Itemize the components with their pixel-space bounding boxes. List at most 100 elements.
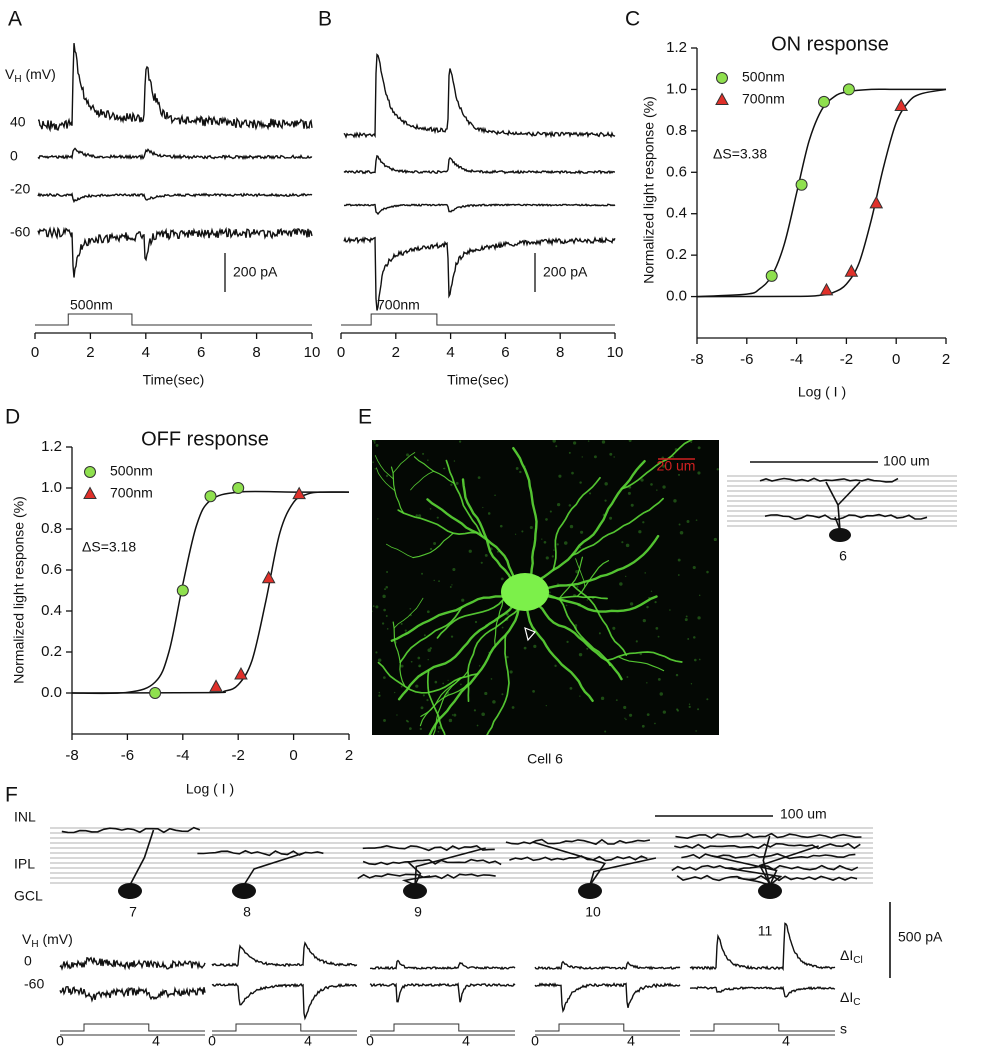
marker bbox=[232, 482, 245, 494]
speck bbox=[480, 561, 483, 564]
x-tick-label: 4 bbox=[446, 344, 454, 361]
speck bbox=[500, 577, 504, 581]
speck bbox=[459, 683, 462, 686]
speck bbox=[545, 556, 549, 560]
speck bbox=[415, 684, 419, 688]
speck bbox=[396, 714, 398, 716]
current-trace bbox=[38, 43, 313, 133]
speck bbox=[687, 638, 690, 640]
annotation: ΔS=3.38 bbox=[713, 146, 767, 162]
x-tick-label: 8 bbox=[252, 344, 260, 361]
speck bbox=[422, 452, 425, 455]
x-tick-label: 4 bbox=[627, 1033, 635, 1049]
speck bbox=[624, 717, 626, 719]
speck bbox=[484, 553, 488, 557]
cell-label: 11 bbox=[758, 923, 773, 939]
speck bbox=[429, 547, 433, 551]
dendrite bbox=[552, 476, 601, 571]
marker bbox=[819, 282, 834, 296]
dendrite-trace bbox=[243, 852, 305, 886]
marker bbox=[149, 687, 162, 699]
x-tick-label: 0 bbox=[208, 1033, 216, 1049]
speck bbox=[385, 585, 389, 589]
speck bbox=[409, 607, 412, 610]
speck bbox=[677, 473, 681, 476]
speck bbox=[669, 609, 671, 611]
speck bbox=[384, 588, 387, 591]
dendrite-trace bbox=[675, 832, 862, 840]
x-tick-label: 4 bbox=[142, 344, 150, 361]
speck bbox=[638, 530, 642, 534]
speck bbox=[553, 549, 555, 551]
speck bbox=[650, 483, 653, 486]
dendrite-trace bbox=[407, 861, 422, 886]
speck bbox=[378, 694, 381, 697]
vh-unit: (mV) bbox=[39, 931, 73, 947]
speck bbox=[627, 491, 631, 495]
speck bbox=[410, 660, 413, 663]
speck bbox=[619, 582, 623, 586]
stimulus bbox=[212, 1023, 357, 1032]
speck bbox=[461, 598, 465, 602]
soma bbox=[501, 573, 549, 611]
stimulus bbox=[535, 1023, 680, 1032]
speck bbox=[487, 512, 491, 515]
current-trace bbox=[689, 985, 836, 998]
speck bbox=[677, 574, 680, 576]
dendrite bbox=[419, 682, 469, 727]
vh-sub: H bbox=[31, 939, 38, 950]
dendrite bbox=[571, 583, 628, 656]
dendrite bbox=[410, 470, 435, 491]
x-tick-label: 0 bbox=[56, 1033, 64, 1049]
marker bbox=[765, 269, 778, 282]
holding-value: -60 bbox=[10, 224, 30, 240]
current-sub: C bbox=[853, 997, 860, 1008]
soma bbox=[578, 883, 602, 899]
speck bbox=[434, 680, 438, 684]
speck bbox=[372, 461, 374, 463]
y-tick-label: 1.0 bbox=[666, 80, 687, 97]
dendrite bbox=[374, 455, 394, 480]
dendrite bbox=[412, 532, 454, 559]
speck bbox=[385, 615, 388, 617]
speck bbox=[659, 692, 663, 696]
speck bbox=[615, 699, 618, 702]
speck bbox=[654, 600, 657, 604]
legend-label: 700nm bbox=[110, 485, 153, 501]
speck bbox=[604, 499, 607, 502]
annotation: ΔS=3.18 bbox=[82, 539, 136, 555]
speck bbox=[612, 626, 616, 630]
current-trace bbox=[211, 982, 358, 1021]
y-tick-label: 0.0 bbox=[666, 288, 687, 305]
speck bbox=[374, 467, 376, 470]
speck bbox=[713, 537, 717, 542]
dendrite-trace bbox=[532, 841, 607, 886]
speck bbox=[568, 451, 571, 454]
y-tick-label: 0.6 bbox=[666, 163, 687, 180]
cell-label: 7 bbox=[129, 904, 137, 920]
current-trace bbox=[37, 226, 313, 278]
speck bbox=[453, 460, 456, 462]
y-tick-label: 0.2 bbox=[41, 643, 62, 660]
y-tick-label: 1.2 bbox=[666, 39, 687, 56]
marker bbox=[869, 195, 884, 209]
dendrite bbox=[385, 543, 414, 559]
holding-value: -60 bbox=[24, 976, 44, 992]
x-axis-label: Log ( I ) bbox=[798, 384, 846, 400]
speck bbox=[556, 502, 561, 507]
speck bbox=[474, 620, 478, 624]
dendrite bbox=[392, 621, 406, 687]
speck bbox=[452, 567, 456, 572]
speck bbox=[501, 693, 504, 696]
x-axis-label: Time(sec) bbox=[447, 372, 509, 388]
dendrite bbox=[523, 534, 660, 594]
speck bbox=[433, 579, 435, 582]
x-tick-label: -2 bbox=[840, 351, 853, 368]
arrowhead bbox=[524, 627, 537, 642]
speck bbox=[706, 698, 709, 701]
speck bbox=[427, 648, 431, 653]
dendrite-trace bbox=[61, 826, 201, 834]
speck bbox=[688, 703, 691, 705]
speck bbox=[646, 682, 648, 684]
dendrite bbox=[390, 466, 405, 514]
